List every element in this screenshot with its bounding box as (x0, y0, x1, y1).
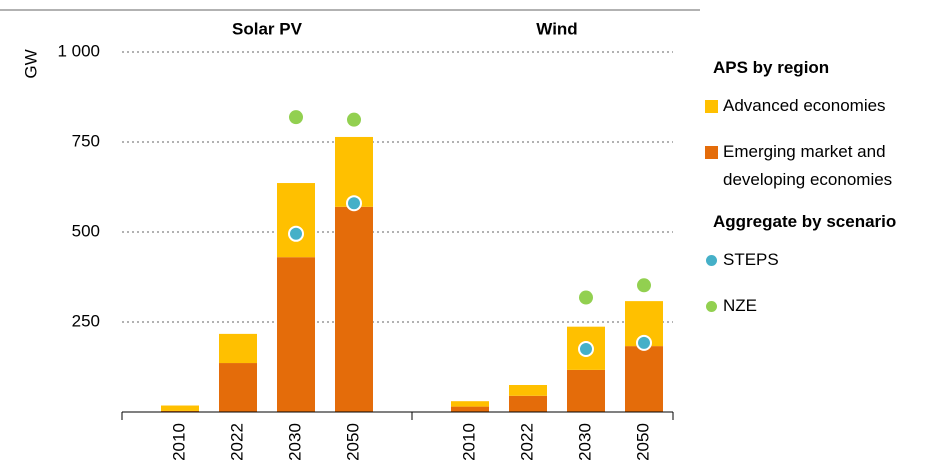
legend-label: Advanced economies (723, 96, 886, 115)
bar-segment (219, 333, 257, 364)
bar-segment (335, 206, 373, 412)
x-tick-label: 2050 (343, 423, 362, 461)
scenario-dot (346, 195, 362, 212)
bar-segment (335, 136, 373, 207)
legend-swatch (705, 146, 718, 159)
legend-label: Emerging market and developing economies (723, 142, 893, 189)
x-tick-label: 2030 (285, 423, 304, 461)
legend-item: NZE (705, 292, 945, 320)
scenario-dot (288, 225, 304, 242)
y-axis-label: GW (21, 49, 40, 78)
bar-segment (277, 183, 315, 258)
legend-label: STEPS (723, 250, 779, 269)
x-tick-label: 2022 (227, 423, 246, 461)
scenario-dot (578, 341, 594, 357)
bar-segment (451, 406, 489, 412)
legend-label: NZE (723, 296, 757, 315)
panel-title: Solar PV (232, 19, 303, 38)
y-tick-label: 500 (72, 221, 100, 240)
bar-segment (451, 401, 489, 407)
bar-segment (509, 385, 547, 396)
scenario-dot (637, 278, 651, 293)
legend-title: APS by region (713, 58, 830, 77)
bar-segment (219, 363, 257, 412)
bar-segment (277, 257, 315, 412)
legend-title: Aggregate by scenario (713, 212, 897, 231)
y-tick-label: 1 000 (57, 41, 100, 60)
panel-title: Wind (536, 19, 577, 38)
legend: APS by region Advanced economies Emerging … (705, 58, 945, 338)
bar-segment (161, 405, 199, 411)
legend-item: Advanced economies (705, 92, 945, 120)
y-tick-label: 750 (72, 131, 100, 150)
legend-swatch (705, 100, 718, 113)
x-tick-label: 2022 (517, 423, 536, 461)
y-tick-label: 250 (72, 311, 100, 330)
plot: GW 250 500 750 1 000 Solar PV 2010 2022 2030 205… (0, 9, 947, 461)
bar-segment (625, 346, 663, 412)
legend-item: STEPS (705, 246, 945, 274)
scenario-dot (347, 112, 361, 127)
scenario-dot (579, 290, 593, 305)
x-tick-label: 2030 (575, 423, 594, 461)
x-tick-label: 2010 (169, 423, 188, 461)
x-tick-label: 2050 (633, 423, 652, 461)
legend-item: Emerging market and developing economies (705, 138, 945, 194)
legend-swatch (706, 301, 717, 312)
scenario-dot (636, 334, 652, 351)
bar-segment (509, 395, 547, 412)
x-tick-label: 2010 (459, 423, 478, 461)
bar-segment (161, 410, 199, 412)
scenario-dot (289, 110, 303, 125)
legend-swatch (706, 255, 717, 266)
bar-segment (567, 369, 605, 412)
